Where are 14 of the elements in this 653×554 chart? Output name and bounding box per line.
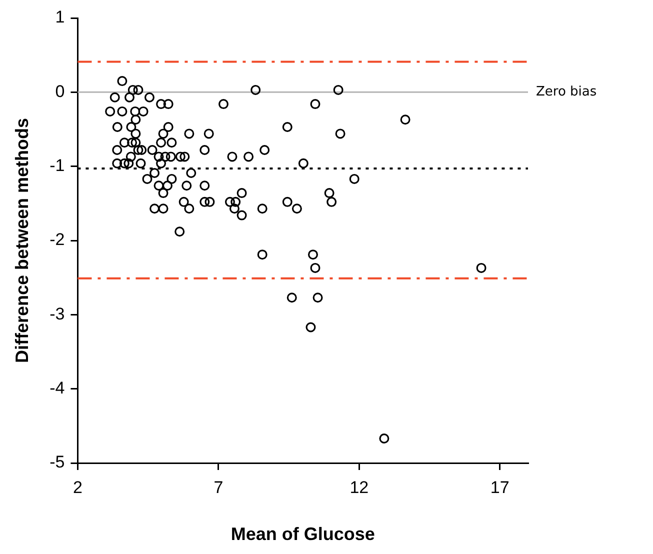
x-tick-label: 7 xyxy=(214,478,224,497)
x-axis-title: Mean of Glucose xyxy=(230,524,375,544)
y-axis-title: Difference between methods xyxy=(12,118,32,364)
y-tick-label: -1 xyxy=(50,156,65,176)
x-tick-label: 17 xyxy=(490,478,510,497)
y-tick-label: -2 xyxy=(50,230,65,250)
x-tick-label: 12 xyxy=(350,478,369,497)
y-tick-label: -4 xyxy=(50,378,65,398)
y-tick-label: -3 xyxy=(50,304,65,324)
x-tick-label: 2 xyxy=(72,478,82,497)
y-tick-label: 0 xyxy=(55,82,65,101)
ref-line-label: Zero bias xyxy=(536,84,597,100)
y-tick-label: 1 xyxy=(55,8,65,27)
y-tick-label: -5 xyxy=(50,452,65,472)
